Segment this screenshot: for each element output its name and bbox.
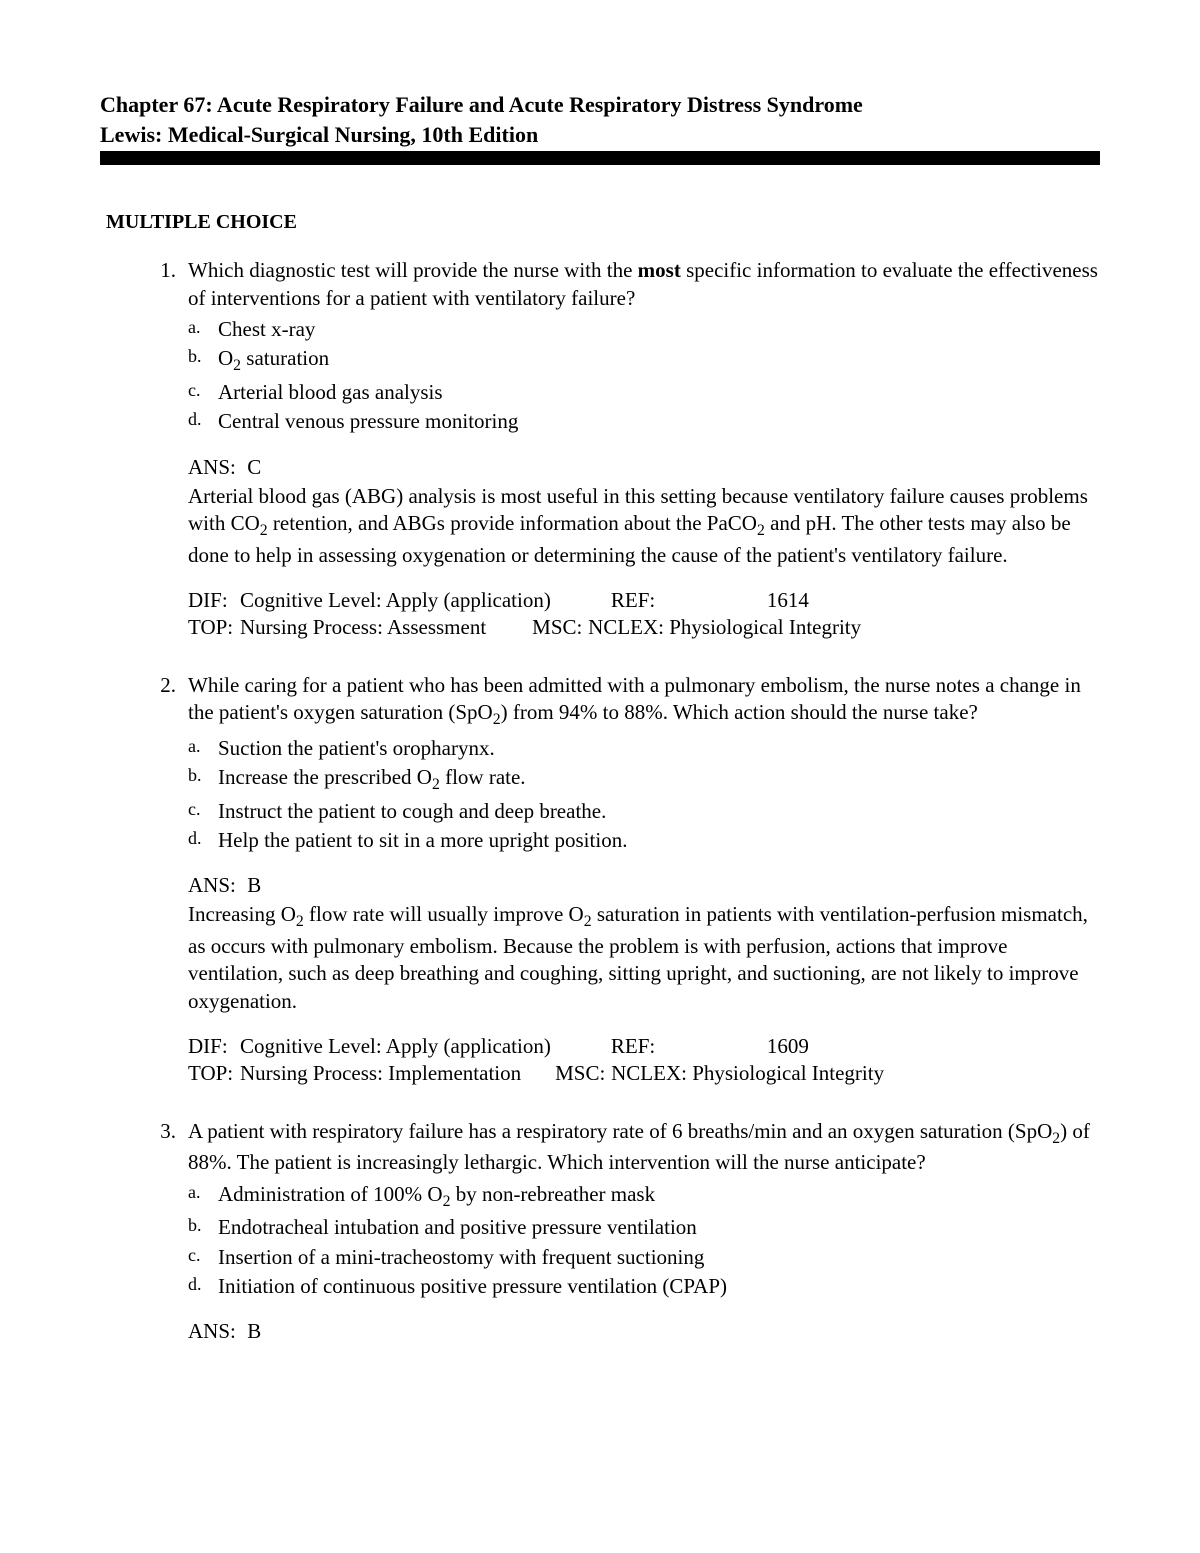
option-item: c. Insertion of a mini-tracheostomy with… [188,1244,1100,1271]
question-number: 1. [158,257,188,312]
top-value: Nursing Process: Implementation [240,1060,555,1087]
option-item: d. Central venous pressure monitoring [188,408,1100,435]
meta-row: DIF: Cognitive Level: Apply (application… [188,587,1100,614]
option-text: Insertion of a mini-tracheostomy with fr… [218,1244,1100,1271]
ref-label: REF: [611,1033,667,1060]
answer-label: ANS: [188,1318,242,1345]
question-item: 1. Which diagnostic test will provide th… [158,257,1100,641]
question-item: 3. A patient with respiratory failure ha… [158,1118,1100,1346]
dif-label: DIF: [188,587,240,614]
dif-value: Cognitive Level: Apply (application) [240,587,611,614]
msc-value: NCLEX: Physiological Integrity [611,1060,884,1087]
chapter-header: Chapter 67: Acute Respiratory Failure an… [100,90,1100,149]
question-stem: 3. A patient with respiratory failure ha… [158,1118,1100,1177]
option-letter: d. [188,408,218,435]
question-number: 3. [158,1118,188,1177]
question-item: 2. While caring for a patient who has be… [158,672,1100,1088]
meta-block: DIF: Cognitive Level: Apply (application… [158,1033,1100,1088]
book-title: Lewis: Medical-Surgical Nursing, 10th Ed… [100,120,1100,150]
answer-line: ANS: B [188,872,1100,899]
option-item: d. Initiation of continuous positive pre… [188,1273,1100,1300]
meta-block: DIF: Cognitive Level: Apply (application… [158,587,1100,642]
top-label: TOP: [188,1060,240,1087]
option-text: Initiation of continuous positive pressu… [218,1273,1100,1300]
option-letter: a. [188,316,218,343]
answer-label: ANS: [188,872,242,899]
msc-value: NCLEX: Physiological Integrity [588,614,861,641]
answer-block: ANS: B [158,1318,1100,1345]
chapter-title: Chapter 67: Acute Respiratory Failure an… [100,90,1100,120]
question-stem: 1. Which diagnostic test will provide th… [158,257,1100,312]
option-item: c. Arterial blood gas analysis [188,379,1100,406]
dif-value: Cognitive Level: Apply (application) [240,1033,611,1060]
answer-block: ANS: B Increasing O2 flow rate will usua… [158,872,1100,1015]
msc-label: MSC: [555,1060,611,1087]
option-item: a. Administration of 100% O2 by non-rebr… [188,1181,1100,1213]
answer-value: B [247,1319,261,1343]
option-item: b. O2 saturation [188,345,1100,377]
rationale-text: Increasing O2 flow rate will usually imp… [188,901,1100,1015]
answer-block: ANS: C Arterial blood gas (ABG) analysis… [158,454,1100,570]
option-letter: a. [188,735,218,762]
option-text: Chest x-ray [218,316,1100,343]
option-item: a. Chest x-ray [188,316,1100,343]
stem-pre: Which diagnostic test will provide the n… [188,258,638,282]
answer-value: B [247,873,261,897]
option-letter: a. [188,1181,218,1213]
option-letter: c. [188,1244,218,1271]
option-letter: b. [188,764,218,796]
answer-line: ANS: B [188,1318,1100,1345]
top-label: TOP: [188,614,240,641]
questions-list: 1. Which diagnostic test will provide th… [100,257,1100,1345]
options-list: a. Suction the patient's oropharynx. b. … [158,735,1100,855]
option-text: Help the patient to sit in a more uprigh… [218,827,1100,854]
question-text: A patient with respiratory failure has a… [188,1118,1100,1177]
meta-row: TOP: Nursing Process: Assessment MSC: NC… [188,614,1100,641]
meta-row: DIF: Cognitive Level: Apply (application… [188,1033,1100,1060]
option-item: c. Instruct the patient to cough and dee… [188,798,1100,825]
option-item: a. Suction the patient's oropharynx. [188,735,1100,762]
option-letter: c. [188,379,218,406]
option-text: Endotracheal intubation and positive pre… [218,1214,1100,1241]
msc-label: MSC: [532,614,588,641]
dif-label: DIF: [188,1033,240,1060]
option-text: Instruct the patient to cough and deep b… [218,798,1100,825]
question-text: While caring for a patient who has been … [188,672,1100,731]
rationale-text: Arterial blood gas (ABG) analysis is mos… [188,483,1100,569]
option-letter: c. [188,798,218,825]
answer-line: ANS: C [188,454,1100,481]
options-list: a. Chest x-ray b. O2 saturation c. Arter… [158,316,1100,436]
header-divider-bar [100,151,1100,165]
meta-row: TOP: Nursing Process: Implementation MSC… [188,1060,1100,1087]
option-text: Suction the patient's oropharynx. [218,735,1100,762]
option-letter: b. [188,345,218,377]
stem-bold: most [638,258,681,282]
option-item: b. Increase the prescribed O2 flow rate. [188,764,1100,796]
option-letter: b. [188,1214,218,1241]
answer-label: ANS: [188,454,242,481]
options-list: a. Administration of 100% O2 by non-rebr… [158,1181,1100,1301]
option-text: O2 saturation [218,345,1100,377]
section-title: MULTIPLE CHOICE [106,209,1100,235]
ref-label: REF: [611,587,667,614]
option-letter: d. [188,827,218,854]
option-text: Arterial blood gas analysis [218,379,1100,406]
option-text: Administration of 100% O2 by non-rebreat… [218,1181,1100,1213]
option-item: b. Endotracheal intubation and positive … [188,1214,1100,1241]
top-value: Nursing Process: Assessment [240,614,532,641]
question-text: Which diagnostic test will provide the n… [188,257,1100,312]
question-number: 2. [158,672,188,731]
option-item: d. Help the patient to sit in a more upr… [188,827,1100,854]
option-text: Central venous pressure monitoring [218,408,1100,435]
option-letter: d. [188,1273,218,1300]
option-text: Increase the prescribed O2 flow rate. [218,764,1100,796]
answer-value: C [247,455,261,479]
question-stem: 2. While caring for a patient who has be… [158,672,1100,731]
ref-value: 1614 [767,587,809,614]
ref-value: 1609 [767,1033,809,1060]
